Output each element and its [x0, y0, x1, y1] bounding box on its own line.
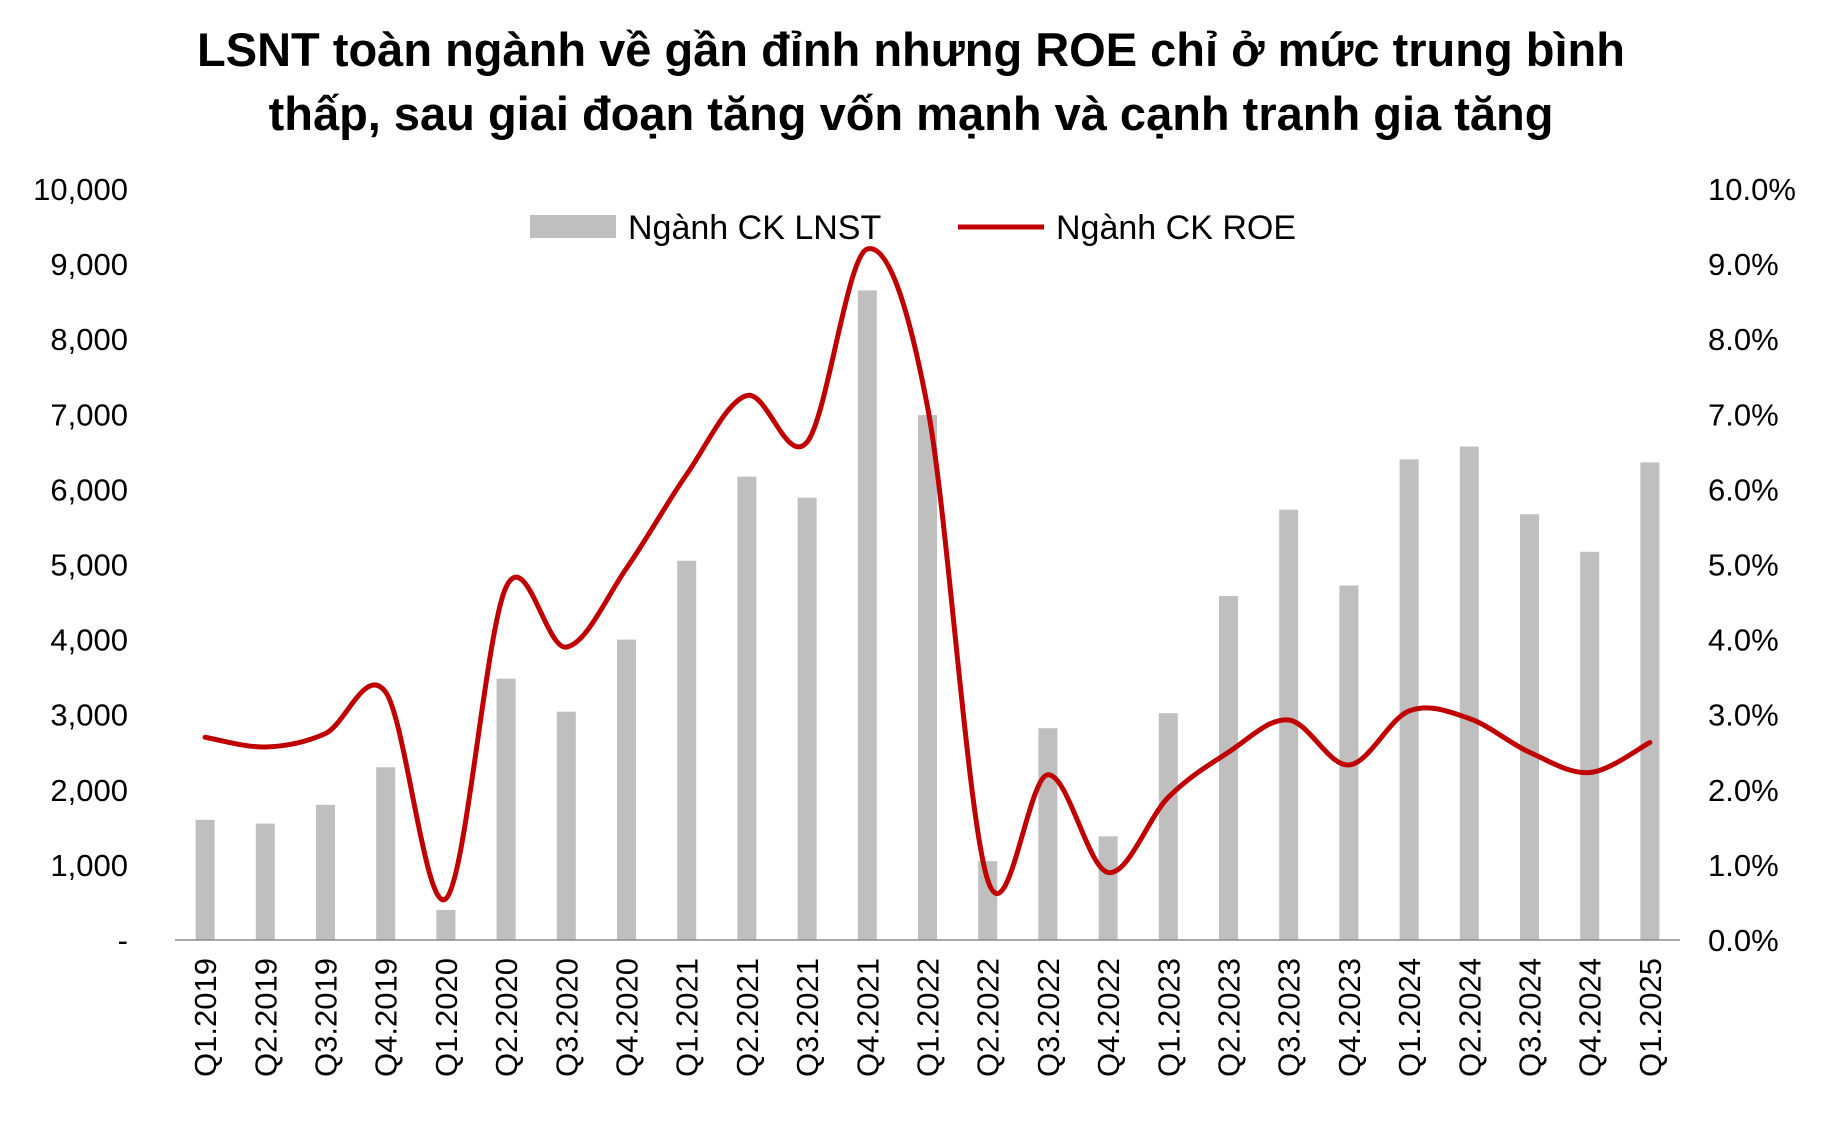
x-axis-tick-label: Q3.2019 [309, 958, 344, 1077]
right-axis-tick-label: 7.0% [1708, 397, 1779, 432]
right-axis-tick-label: 9.0% [1708, 247, 1779, 282]
bar-lnst [1098, 836, 1118, 940]
legend-label-roe: Ngành CK ROE [1056, 209, 1296, 247]
x-axis-tick-label: Q3.2020 [549, 958, 584, 1077]
right-axis-tick-label: 0.0% [1708, 923, 1779, 958]
bar-lnst [1580, 551, 1600, 940]
x-axis-tick-label: Q2.2019 [248, 958, 283, 1077]
left-axis-tick-label: 6,000 [50, 472, 128, 507]
x-axis-tick-label: Q1.2025 [1633, 958, 1668, 1077]
bar-lnst [1640, 462, 1660, 940]
right-axis-tick-label: 2.0% [1708, 773, 1779, 808]
x-axis-tick-label: Q1.2023 [1151, 958, 1186, 1077]
right-axis-tick-label: 1.0% [1708, 848, 1779, 883]
left-axis-tick-label: 1,000 [50, 848, 128, 883]
bar-lnst [617, 639, 636, 940]
x-axis-tick-label: Q4.2021 [850, 958, 885, 1077]
right-axis-tick-label: 8.0% [1708, 322, 1779, 357]
x-axis-tick-label: Q4.2022 [1091, 958, 1126, 1077]
left-axis-tick-label: 5,000 [50, 548, 128, 583]
bar-lnst [1459, 446, 1479, 940]
x-axis-tick-label: Q4.2020 [610, 958, 645, 1077]
left-axis-tick-label: 2,000 [50, 773, 128, 808]
x-axis-tick-label: Q2.2023 [1212, 958, 1247, 1077]
right-axis-tick-label: 5.0% [1708, 548, 1779, 583]
left-axis-tick-label: - [118, 923, 128, 958]
bar-lnst [496, 678, 516, 940]
x-axis-tick-label: Q4.2024 [1573, 958, 1608, 1077]
left-axis-tick-label: 10,000 [33, 172, 128, 207]
bar-lnst [255, 823, 275, 940]
chart-title: LSNT toàn ngành về gần đỉnh nhưng ROE ch… [0, 18, 1822, 146]
bar-lnst [1399, 459, 1419, 940]
left-axis-tick-label: 4,000 [50, 623, 128, 658]
x-axis-tick-label: Q1.2019 [188, 958, 223, 1077]
x-axis-tick-label: Q4.2023 [1332, 958, 1367, 1077]
left-axis-tick-label: 3,000 [50, 698, 128, 733]
bar-lnst [556, 711, 576, 940]
x-axis-tick-label: Q2.2021 [730, 958, 765, 1077]
right-axis-tick-label: 6.0% [1708, 472, 1779, 507]
legend-swatch-lnst [530, 215, 616, 238]
right-axis-tick-label: 4.0% [1708, 623, 1779, 658]
right-axis-tick-label: 10.0% [1708, 172, 1796, 207]
chart-title-line-2: thấp, sau giai đoạn tăng vốn mạnh và cạn… [268, 87, 1554, 140]
right-axis-tick-label: 3.0% [1708, 698, 1779, 733]
bar-lnst [978, 861, 998, 940]
left-axis-tick-label: 9,000 [50, 247, 128, 282]
bar-lnst [436, 909, 456, 940]
x-axis-tick-label: Q1.2021 [670, 958, 705, 1077]
x-axis-tick-label: Q3.2021 [790, 958, 825, 1077]
bar-lnst [1279, 509, 1299, 940]
x-axis-tick-label: Q1.2022 [911, 958, 946, 1077]
legend-label-lnst: Ngành CK LNST [628, 209, 881, 247]
x-axis-tick-label: Q3.2023 [1272, 958, 1307, 1077]
bar-lnst [857, 290, 877, 940]
bar-lnst [677, 560, 697, 940]
x-axis-tick-label: Q2.2022 [971, 958, 1006, 1077]
x-axis-tick-label: Q1.2024 [1392, 958, 1427, 1077]
left-axis-tick-label: 8,000 [50, 322, 128, 357]
bar-lnst [195, 819, 215, 940]
bar-lnst [797, 497, 817, 940]
bar-lnst [1219, 596, 1238, 940]
x-axis-tick-label: Q2.2020 [489, 958, 524, 1077]
chart-title-line-1: LSNT toàn ngành về gần đỉnh nhưng ROE ch… [197, 23, 1625, 76]
bar-lnst [1520, 514, 1539, 940]
x-axis-tick-label: Q3.2022 [1031, 958, 1066, 1077]
x-axis-tick-label: Q2.2024 [1452, 958, 1487, 1077]
x-axis-tick-label: Q3.2024 [1513, 958, 1548, 1077]
x-axis-tick-label: Q4.2019 [369, 958, 404, 1077]
bar-lnst [1158, 713, 1178, 940]
x-axis-tick-label: Q1.2020 [429, 958, 464, 1077]
bar-lnst [1038, 728, 1058, 940]
bar-lnst [316, 804, 335, 940]
bar-lnst [737, 476, 757, 940]
bar-lnst [918, 415, 937, 940]
left-axis-tick-label: 7,000 [50, 397, 128, 432]
bar-lnst [376, 767, 396, 940]
